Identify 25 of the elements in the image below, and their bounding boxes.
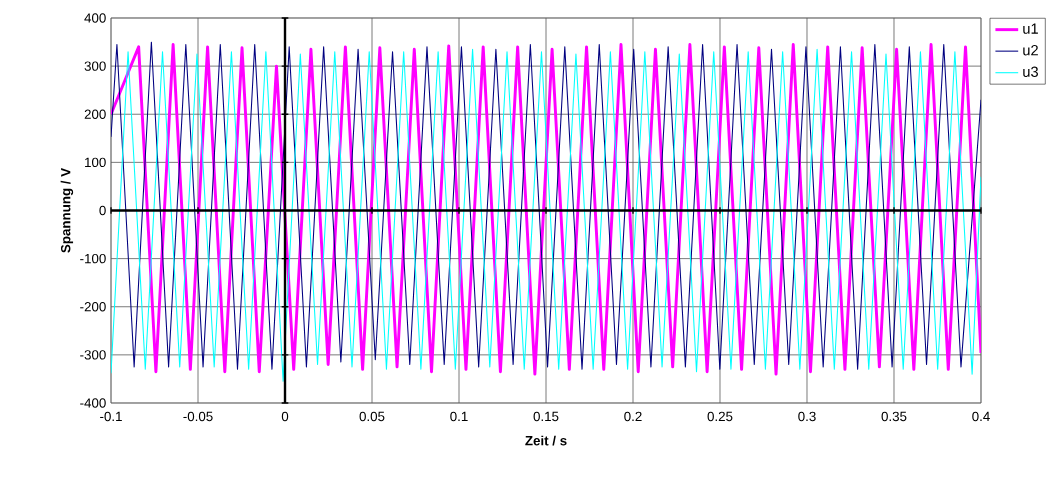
x-tick-label: 0.2 bbox=[624, 411, 642, 422]
x-tick-label: 0.15 bbox=[533, 411, 559, 422]
y-tick-label: -400 bbox=[80, 398, 106, 408]
x-tick-label: 0.1 bbox=[450, 411, 468, 422]
y-tick-label: 200 bbox=[84, 109, 106, 119]
y-tick-label: -100 bbox=[80, 253, 106, 264]
y-tick-label: 300 bbox=[84, 61, 106, 71]
y-tick-label: 100 bbox=[85, 157, 106, 168]
legend-label: u1 bbox=[1023, 23, 1038, 34]
legend-label: u2 bbox=[1023, 45, 1038, 56]
x-axis-title: Zeit / s bbox=[525, 435, 567, 446]
legend-label: u3 bbox=[1023, 66, 1038, 77]
x-tick-label: 0 bbox=[281, 411, 289, 422]
y-tick-label: 0 bbox=[99, 205, 106, 216]
x-tick-label: 0.05 bbox=[359, 411, 385, 422]
y-tick-label: -300 bbox=[80, 350, 106, 360]
x-tick-label: -0.05 bbox=[183, 411, 213, 422]
y-tick-label: -200 bbox=[80, 302, 106, 312]
x-tick-label: 0.25 bbox=[707, 411, 733, 422]
x-tick-label: 0.3 bbox=[798, 411, 816, 422]
x-tick-label: 0.35 bbox=[881, 411, 907, 422]
x-tick-label: 0.4 bbox=[972, 411, 990, 422]
x-tick-label: -0.1 bbox=[100, 411, 122, 422]
y-tick-label: 400 bbox=[84, 13, 106, 23]
y-axis-title: Spannung / V bbox=[60, 167, 74, 253]
